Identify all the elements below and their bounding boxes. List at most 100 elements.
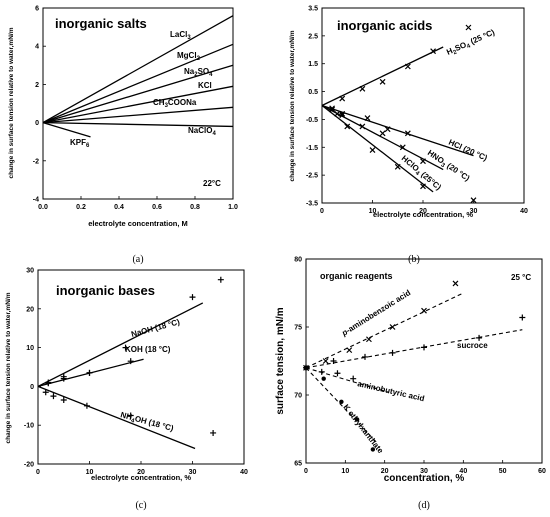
series-line-h2so4-25-c- xyxy=(321,46,444,107)
y-tick-label-d-2: 75 xyxy=(294,325,302,332)
series-label-nh4oh: NH4OH (18 °C) xyxy=(119,410,175,435)
x-tick-label-d-2: 20 xyxy=(381,468,389,475)
y-tick-label-c-0: -20 xyxy=(24,462,34,469)
series-label-h2so4: H2SO4 (25 °C) xyxy=(445,27,497,58)
series-label-koh: KOH (18 °C) xyxy=(125,345,171,354)
chart-title-c: inorganic bases xyxy=(56,283,155,298)
series-line-naclo4 xyxy=(42,121,234,128)
y-tick-label-a-4: 4 xyxy=(35,44,39,51)
y-tick-label-b-6: 2.5 xyxy=(308,33,318,40)
data-point-hclo4-25-c--1 xyxy=(344,123,351,130)
data-point-hno3-20-c--2 xyxy=(359,123,366,130)
y-tick-label-c-2: 0 xyxy=(30,384,34,391)
series-line-lacl3 xyxy=(42,15,234,124)
series-label-p-aminobenzoic: p-aminobenzoic acid xyxy=(339,288,412,338)
data-point-k-ethylxanthate-1 xyxy=(321,376,326,381)
x-tick-label-d-3: 30 xyxy=(420,468,428,475)
series-line-p-aminobenzoic-acid xyxy=(305,292,464,369)
data-point-naoh-18-c--5 xyxy=(217,276,224,283)
plot-frame-a xyxy=(42,7,234,200)
series-label-naclo4: NaClO4 xyxy=(188,126,216,137)
data-point-hcl-20-c--4 xyxy=(404,130,411,137)
data-point-p-aminobenzoic-acid-1 xyxy=(322,358,329,364)
x-tick-label-d-4: 40 xyxy=(459,468,467,475)
y-tick-label-b-2: -1.5 xyxy=(306,145,318,152)
data-point-hno3-20-c--5 xyxy=(420,158,426,165)
series-label-naoh: NaOH (18 °C) xyxy=(130,317,181,339)
data-point-nh4oh-18-c--3 xyxy=(83,402,90,409)
data-point-koh-18-c--2 xyxy=(86,369,93,376)
series-label-kpf6: KPF6 xyxy=(70,138,90,149)
series-line-nh4oh-18-c- xyxy=(37,385,196,450)
temperature-label-d: 25 °C xyxy=(511,273,531,282)
y-tick-label-b-0: -3.5 xyxy=(306,201,318,208)
y-tick-label-b-4: 0.5 xyxy=(308,89,318,96)
series-label-na2so4: Na2SO4 xyxy=(184,67,213,78)
series-line-kpf6 xyxy=(42,121,91,138)
x-axis-label-c: electrolyte concentration, % xyxy=(91,473,191,482)
data-point-hcl-20-c--3 xyxy=(384,126,391,133)
data-point-nh4oh-18-c--0 xyxy=(42,389,49,396)
x-axis-label-a: electrolyte concentration, M xyxy=(88,219,188,228)
data-point-hcl-20-c--0 xyxy=(329,105,336,112)
y-tick-label-a-2: 0 xyxy=(35,120,39,127)
data-point-sucroce-6 xyxy=(519,314,526,321)
data-point-hno3-20-c--4 xyxy=(399,144,406,151)
series-line-mgcl2 xyxy=(42,43,234,124)
series-label-aminobutyric: aminobutyric acid xyxy=(357,379,426,403)
data-point-h2so4-25-c--5 xyxy=(465,24,472,31)
caption-c: (c) xyxy=(135,500,146,511)
series-line-sucroce xyxy=(305,329,523,369)
data-point-koh-18-c--0 xyxy=(45,380,52,387)
x-axis-label-b: electrolyte concentration, % xyxy=(373,210,473,219)
y-tick-label-b-1: -2.5 xyxy=(306,173,318,180)
y-axis-label-a: change in surface tension relative to wa… xyxy=(8,27,15,178)
chart-title-a: inorganic salts xyxy=(55,16,147,31)
temperature-label-a: 22°C xyxy=(203,179,221,188)
series-label-ch3coona: CH3COONa xyxy=(153,98,197,109)
data-point-nh4oh-18-c--5 xyxy=(210,429,217,436)
y-tick-label-b-7: 3.5 xyxy=(308,6,318,13)
x-tick-label-a-0: 0.0 xyxy=(38,204,48,211)
y-axis-label-c: change in surface tension relative to wa… xyxy=(5,292,12,443)
x-tick-label-b-0: 0 xyxy=(320,208,324,215)
data-point-p-aminobenzoic-acid-6 xyxy=(452,280,459,287)
series-label-hcl: HCl (20 °C) xyxy=(447,138,489,163)
chart-title-b: inorganic acids xyxy=(337,18,432,33)
series-label-mgcl2: MgCl2 xyxy=(177,51,201,62)
y-tick-label-c-1: -10 xyxy=(24,423,34,430)
chart-title-d: organic reagents xyxy=(320,271,393,281)
caption-d: (d) xyxy=(418,500,430,511)
data-point-p-aminobenzoic-acid-2 xyxy=(346,347,353,354)
x-tick-label-d-0: 0 xyxy=(304,468,308,475)
y-tick-label-b-5: 1.5 xyxy=(308,61,318,68)
y-tick-label-a-3: 2 xyxy=(35,82,39,89)
y-tick-label-c-4: 20 xyxy=(26,306,34,313)
y-tick-label-a-5: 6 xyxy=(35,6,39,13)
plot-frame-d xyxy=(305,258,543,464)
data-point-h2so4-25-c--1 xyxy=(359,85,366,92)
y-axis-label-d: surface tension, mN/m xyxy=(275,307,286,414)
y-tick-label-c-3: 10 xyxy=(26,345,34,352)
data-point-h2so4-25-c--4 xyxy=(430,48,437,55)
data-point-hno3-20-c--0 xyxy=(329,106,336,113)
x-tick-label-c-2: 20 xyxy=(137,469,145,476)
x-tick-label-d-6: 60 xyxy=(538,468,546,475)
data-point-hclo4-25-c--0 xyxy=(334,110,341,117)
data-point-hclo4-25-c--4 xyxy=(420,183,426,190)
x-tick-label-a-3: 0.6 xyxy=(152,204,162,211)
x-tick-label-c-0: 0 xyxy=(36,469,40,476)
data-point-k-ethylxanthate-4 xyxy=(370,447,376,452)
data-point-hclo4-25-c--3 xyxy=(394,163,401,170)
data-point-nh4oh-18-c--4 xyxy=(127,412,134,419)
series-label-k-ethylxanthate: K ethylxanthate xyxy=(341,403,385,456)
series-line-hcl-20-c- xyxy=(321,104,474,157)
series-line-naoh-18-c- xyxy=(37,302,204,387)
x-tick-label-a-5: 1.0 xyxy=(228,204,238,211)
series-label-sucroce: sucroce xyxy=(457,341,488,350)
x-tick-label-d-1: 10 xyxy=(341,468,349,475)
x-axis-label-d: concentration, % xyxy=(384,473,465,484)
data-point-p-aminobenzoic-acid-3 xyxy=(366,336,372,343)
x-tick-label-a-4: 0.8 xyxy=(190,204,200,211)
x-tick-label-c-4: 40 xyxy=(240,469,248,476)
